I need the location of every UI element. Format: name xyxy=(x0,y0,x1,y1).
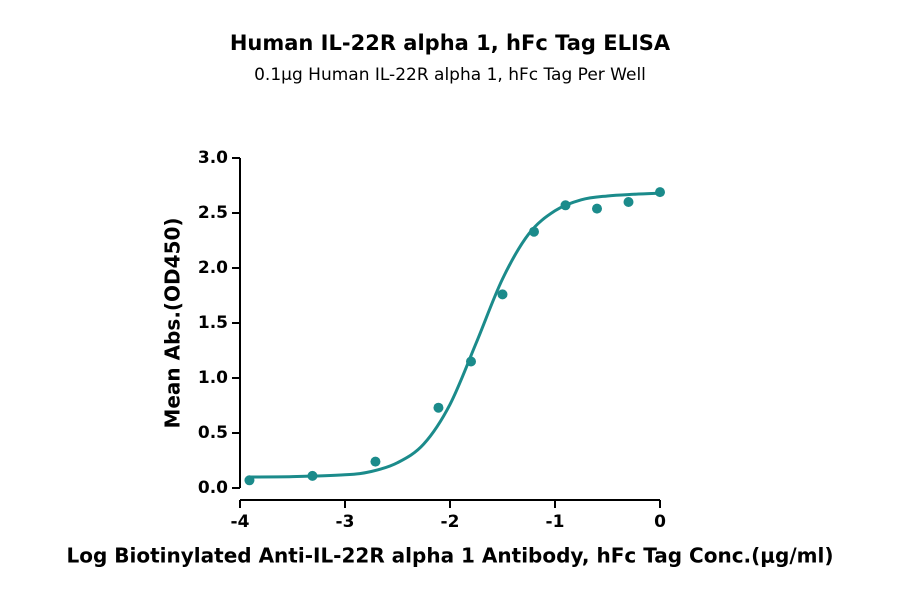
x-tick-label: -1 xyxy=(546,512,565,532)
data-point xyxy=(307,470,318,481)
data-point xyxy=(497,289,508,300)
data-point xyxy=(466,356,476,367)
x-axis-label: Log Biotinylated Anti-IL-22R alpha 1 Ant… xyxy=(67,544,834,568)
y-tick-label: 2.5 xyxy=(198,203,228,223)
x-tick-label: 0 xyxy=(654,512,666,532)
fit-curve xyxy=(250,191,661,479)
y-tick-label: 0.0 xyxy=(198,478,228,498)
data-point xyxy=(433,402,444,413)
x-tick-label: -3 xyxy=(336,512,355,532)
y-tick-label: 0.5 xyxy=(198,423,228,443)
data-point xyxy=(529,226,539,237)
data-point xyxy=(655,187,665,198)
data-point xyxy=(370,456,381,467)
chart-title: Human IL-22R alpha 1, hFc Tag ELISA xyxy=(230,31,671,55)
data-point xyxy=(623,197,634,207)
y-tick-label: 2.0 xyxy=(198,258,228,278)
data-point xyxy=(244,475,255,486)
data-point xyxy=(560,200,571,211)
chart-subtitle: 0.1μg Human IL-22R alpha 1, hFc Tag Per … xyxy=(254,65,646,85)
y-tick-label: 3.0 xyxy=(198,148,228,168)
y-tick-label: 1.5 xyxy=(198,313,228,333)
y-axis-label: Mean Abs.(OD450) xyxy=(161,217,185,428)
data-point xyxy=(592,203,602,214)
x-tick-label: -2 xyxy=(441,512,460,532)
y-tick-label: 1.0 xyxy=(198,368,228,388)
x-tick-label: -4 xyxy=(231,512,250,532)
